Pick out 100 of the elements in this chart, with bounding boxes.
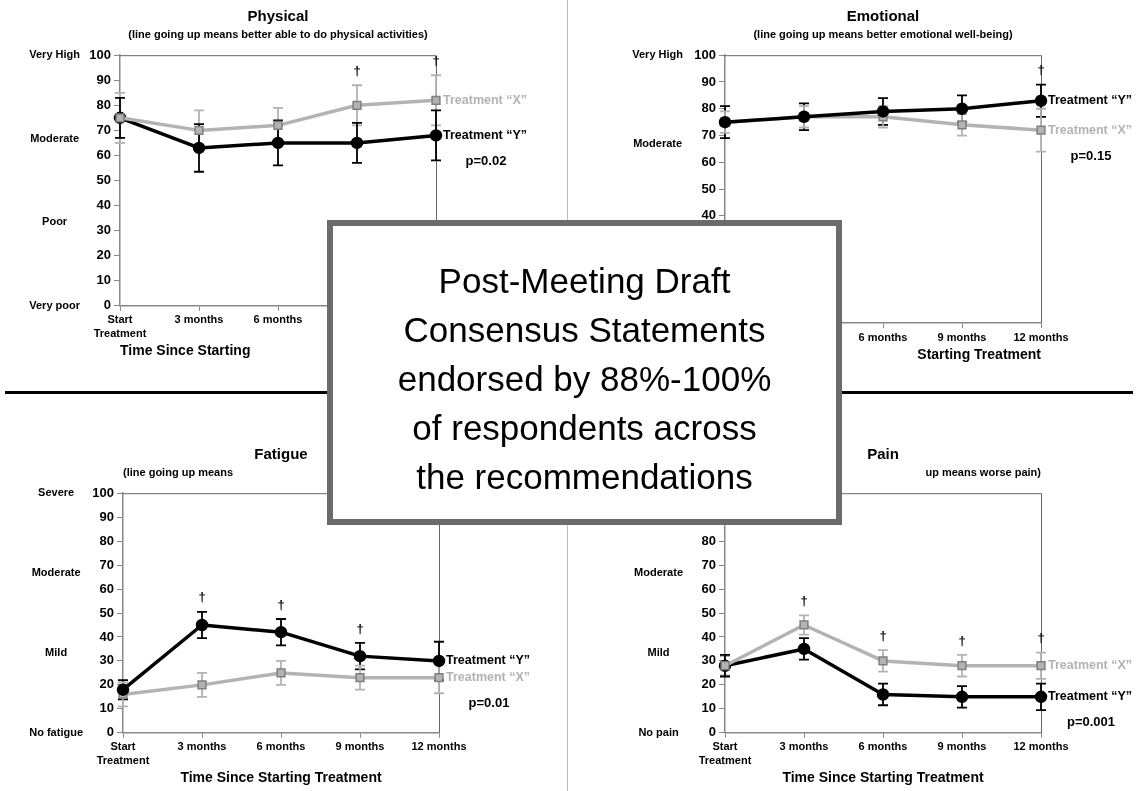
category-label: No fatigue bbox=[29, 725, 83, 738]
chart-subtitle: (line going up means bbox=[123, 465, 234, 478]
text: of respondents across bbox=[411, 407, 758, 449]
category-label: Severe bbox=[38, 486, 75, 499]
y-tick-label: 30 bbox=[99, 652, 114, 668]
y-tick-label: 20 bbox=[701, 676, 716, 692]
y-tick-label: 40 bbox=[99, 628, 114, 644]
y-tick-label: 0 bbox=[708, 724, 716, 740]
chart-subtitle: (line going up means better able to do physical activities) bbox=[128, 27, 429, 40]
x-axis-title: Time Since Starting Treatment bbox=[782, 769, 984, 786]
text: p=0.01 bbox=[468, 695, 510, 711]
x-tick-label: 3 months bbox=[177, 740, 227, 753]
y-tick-label: 80 bbox=[99, 532, 114, 548]
y-tick-label: 60 bbox=[701, 580, 716, 596]
x-tick-label: 3 months bbox=[779, 740, 829, 753]
category-label: Poor bbox=[42, 215, 68, 228]
series-label: Treatment “Y” bbox=[446, 653, 531, 668]
y-tick-label: 80 bbox=[96, 96, 111, 112]
y-tick-label: 70 bbox=[96, 121, 111, 137]
y-tick-label: 90 bbox=[96, 71, 111, 87]
x-tick-label: 12 months bbox=[1013, 740, 1069, 753]
y-tick-label: 100 bbox=[89, 46, 111, 62]
category-label: Moderate bbox=[31, 566, 81, 579]
data-label: † bbox=[800, 592, 808, 608]
data-label: † bbox=[879, 627, 887, 643]
y-tick-label: 80 bbox=[701, 532, 716, 548]
x-axis-title: Time Since Starting Treatment bbox=[180, 769, 382, 786]
text: p=0.15 bbox=[1070, 147, 1112, 163]
y-tick-label: 40 bbox=[701, 628, 716, 644]
category-label: Very High bbox=[632, 48, 683, 61]
y-tick-label: 50 bbox=[96, 172, 111, 188]
y-tick-label: 0 bbox=[103, 297, 111, 313]
y-tick-label: 80 bbox=[701, 100, 716, 116]
y-tick-label: 20 bbox=[99, 676, 114, 692]
series-label: Treatment “Y” bbox=[443, 127, 528, 142]
x-tick-label: Start Treatment bbox=[96, 740, 150, 766]
y-tick-label: 20 bbox=[96, 247, 111, 263]
x-tick-label: 9 months bbox=[335, 740, 385, 753]
annotation: Post-Meeting Draft bbox=[437, 260, 732, 302]
data-label: † bbox=[353, 62, 361, 78]
data-label: † bbox=[958, 632, 966, 648]
y-tick-label: 40 bbox=[701, 207, 716, 223]
x-tick-label: Start Treatment bbox=[698, 740, 752, 766]
y-tick-label: 10 bbox=[701, 700, 716, 716]
category-label: Moderate bbox=[633, 137, 683, 150]
chart-title: Fatigue bbox=[254, 445, 308, 463]
x-axis-title: Time Since Starting bbox=[120, 342, 251, 359]
series-label: Treatment “X” bbox=[443, 92, 528, 107]
x-tick-label: 12 months bbox=[1013, 330, 1069, 343]
y-tick-label: 50 bbox=[701, 604, 716, 620]
category-label: Moderate bbox=[634, 566, 683, 579]
text: p=0.001 bbox=[1066, 714, 1116, 730]
category-label: Mild bbox=[45, 645, 68, 658]
x-tick-label: 6 months bbox=[256, 740, 306, 753]
series-label: Treatment “Y” bbox=[1048, 689, 1133, 704]
y-tick-label: 0 bbox=[106, 724, 114, 740]
y-tick-label: 100 bbox=[694, 46, 716, 62]
y-tick-label: 70 bbox=[701, 127, 716, 143]
y-tick-label: 10 bbox=[96, 272, 111, 288]
y-tick-label: 50 bbox=[99, 604, 114, 620]
category-label: Very poor bbox=[29, 298, 80, 311]
chart-subtitle: up means worse pain) bbox=[925, 465, 1042, 478]
x-tick-label: 3 months bbox=[174, 313, 224, 326]
chart-title: Physical bbox=[247, 7, 309, 25]
x-tick-label: 12 months bbox=[411, 740, 467, 753]
annotation: the recommendations bbox=[415, 456, 754, 498]
series-label: Treatment “X” bbox=[1048, 658, 1133, 673]
y-tick-label: 70 bbox=[99, 556, 114, 572]
x-tick-label: 6 months bbox=[253, 313, 303, 326]
chart-subtitle: (line going up means better emotional well-being) bbox=[753, 27, 1013, 40]
x-tick-label: 9 months bbox=[937, 740, 987, 753]
y-tick-label: 40 bbox=[96, 197, 111, 213]
x-tick-label: 6 months bbox=[858, 330, 908, 343]
category-label: Moderate bbox=[30, 131, 80, 144]
data-label: † bbox=[356, 620, 364, 636]
data-label: † bbox=[198, 589, 206, 605]
series-label: Treatment “X” bbox=[446, 670, 531, 685]
y-tick-label: 90 bbox=[99, 508, 114, 524]
x-tick-label: Start Treatment bbox=[93, 313, 147, 339]
category-label: Very High bbox=[29, 48, 80, 61]
y-tick-label: 10 bbox=[99, 700, 114, 716]
series-label: Treatment “X” bbox=[1048, 122, 1133, 137]
chart-title: Emotional bbox=[846, 7, 920, 25]
y-tick-label: 60 bbox=[99, 580, 114, 596]
y-tick-label: 60 bbox=[701, 153, 716, 169]
y-tick-label: 50 bbox=[701, 180, 716, 196]
series-label: Treatment “Y” bbox=[1048, 93, 1133, 108]
category-label: No pain bbox=[638, 725, 679, 738]
x-axis-title: Starting Treatment bbox=[917, 346, 1042, 363]
y-tick-label: 100 bbox=[92, 484, 114, 500]
text: endorsed by 88%-100% bbox=[396, 358, 773, 400]
y-tick-label: 60 bbox=[96, 147, 111, 163]
y-tick-label: 90 bbox=[701, 73, 716, 89]
data-label: † bbox=[277, 596, 285, 612]
annotation: Consensus Statements bbox=[402, 309, 767, 351]
x-tick-label: 9 months bbox=[937, 330, 987, 343]
y-tick-label: 30 bbox=[701, 652, 716, 668]
category-label: Mild bbox=[647, 645, 670, 658]
x-tick-label: 6 months bbox=[858, 740, 908, 753]
y-tick-label: 30 bbox=[96, 222, 111, 238]
